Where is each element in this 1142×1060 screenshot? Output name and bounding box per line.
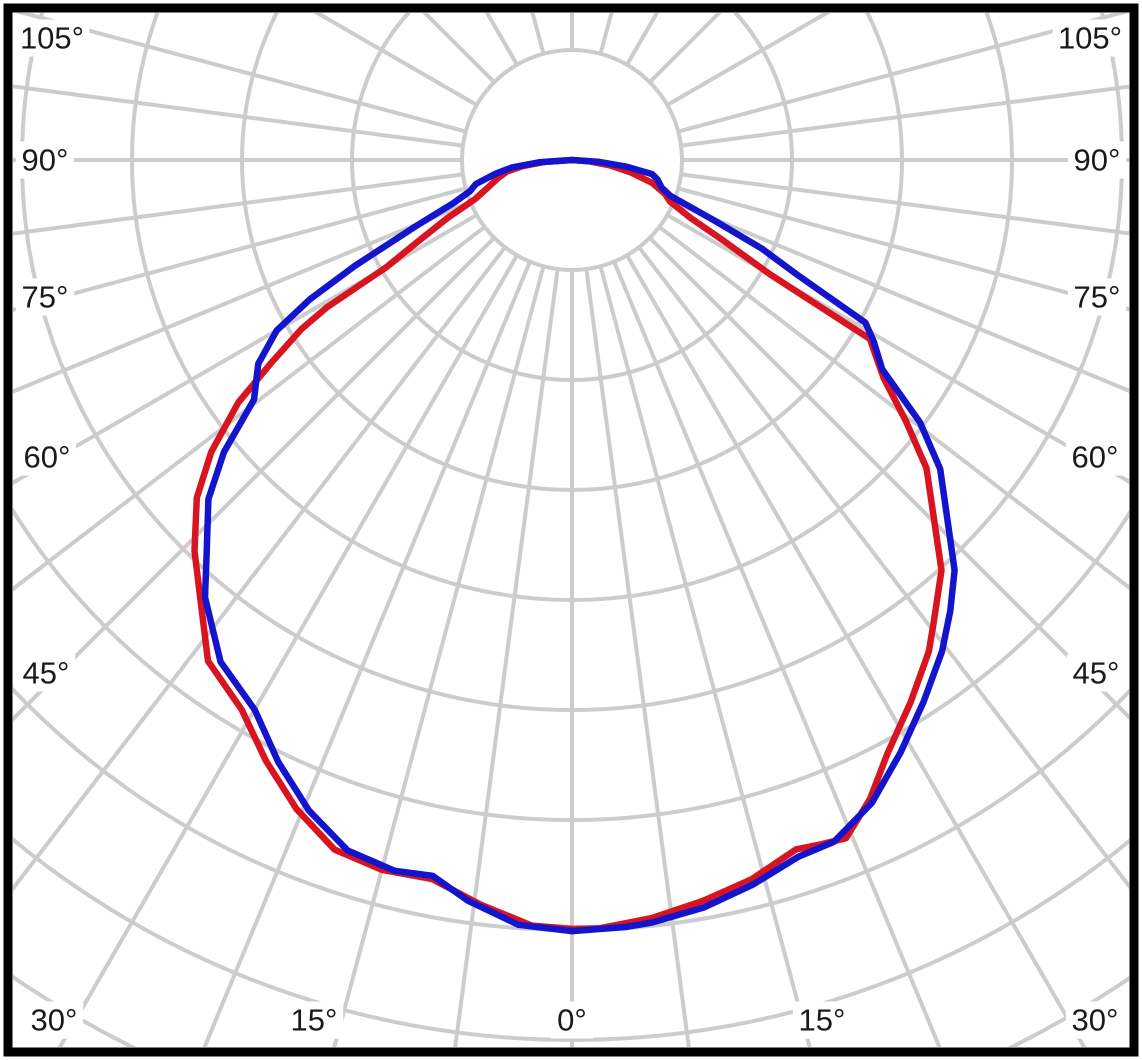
grid-ray xyxy=(13,246,507,892)
grid-ray xyxy=(15,13,467,134)
angle-label: 45° xyxy=(23,656,70,691)
grid-ray xyxy=(57,254,519,1047)
grid-ray xyxy=(658,225,1129,590)
grid-ray xyxy=(13,172,464,236)
angle-label-backing xyxy=(15,278,75,316)
grid-ray xyxy=(13,84,464,148)
angle-label-backing xyxy=(792,1001,852,1039)
angle-label: 90° xyxy=(22,143,69,178)
angle-label-backing xyxy=(24,1001,84,1039)
angle-label: 75° xyxy=(1074,280,1121,315)
grid-ray xyxy=(13,200,472,394)
grid-ray xyxy=(453,268,560,1047)
angle-label-backing xyxy=(1065,438,1125,476)
grid-ray xyxy=(677,186,1129,312)
angle-label: 45° xyxy=(1073,656,1120,691)
grid-ray xyxy=(648,236,1129,720)
angle-label: 30° xyxy=(1072,1003,1119,1038)
grid-ray xyxy=(584,268,691,1047)
grid-ray xyxy=(677,13,1129,134)
grid-ray xyxy=(598,265,812,1047)
frame-border xyxy=(3,3,1139,1057)
angle-labels: 105° 90° 75° 60° 45° 105° 90° 75° 60° 45° 30° 15° 0°… xyxy=(14,19,1128,1039)
angle-label-backing xyxy=(1067,141,1127,179)
grid-ray xyxy=(332,265,546,1047)
grid-ray xyxy=(13,186,467,312)
grid-ray xyxy=(612,260,942,1047)
angle-label: 60° xyxy=(24,440,71,475)
grid-ray xyxy=(680,84,1129,148)
grid-ray xyxy=(202,260,532,1047)
angle-label-backing xyxy=(284,1001,344,1039)
angle-label-backing xyxy=(1067,278,1127,316)
angle-label-backing xyxy=(16,654,76,692)
angle-label-backing xyxy=(1052,19,1128,57)
angle-label-backing xyxy=(17,438,77,476)
angle-label-backing xyxy=(1066,654,1126,692)
blue-curve xyxy=(201,156,958,935)
angle-label: 0° xyxy=(557,1003,587,1038)
angle-label: 15° xyxy=(291,1003,338,1038)
grid-ray xyxy=(13,225,486,592)
grid-ray xyxy=(672,200,1129,393)
grid-ray xyxy=(625,254,1087,1047)
grid-ray xyxy=(13,236,496,722)
angle-label-backing xyxy=(550,1001,594,1039)
grid-ray xyxy=(637,246,1129,890)
intensity-curves xyxy=(191,156,958,935)
angle-label: 75° xyxy=(22,280,69,315)
angle-label: 90° xyxy=(1074,143,1121,178)
angle-label: 30° xyxy=(31,1003,78,1038)
angle-label-backing xyxy=(14,19,90,57)
angle-label: 105° xyxy=(20,21,84,56)
angle-label-backing xyxy=(1065,1001,1125,1039)
angle-label: 60° xyxy=(1072,440,1119,475)
angle-label: 15° xyxy=(799,1003,846,1038)
grid-ray xyxy=(680,172,1129,236)
angle-label: 105° xyxy=(1058,21,1122,56)
angle-label-backing xyxy=(15,141,75,179)
